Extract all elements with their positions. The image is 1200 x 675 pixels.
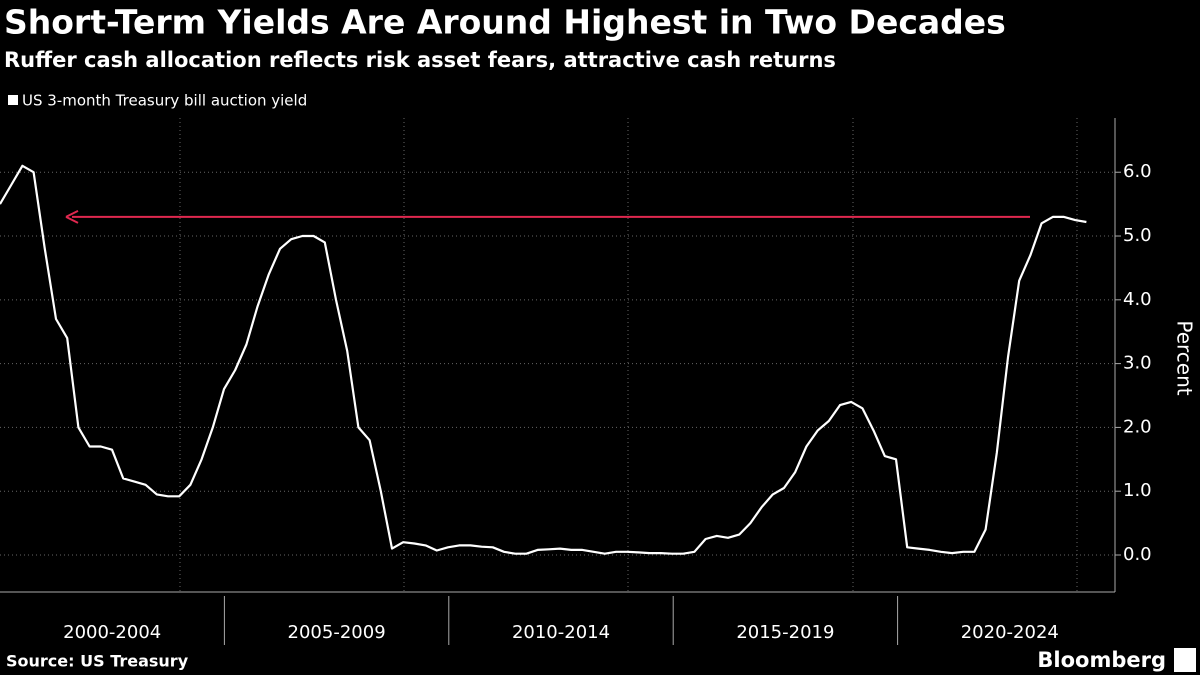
y-tick-label: 4.0 bbox=[1123, 289, 1152, 310]
chart-subtitle: Ruffer cash allocation reflects risk ass… bbox=[4, 48, 836, 72]
brand: Bloomberg bbox=[1037, 648, 1166, 672]
y-axis-label: Percent bbox=[1173, 320, 1197, 395]
x-group-label: 2015-2019 bbox=[736, 622, 834, 643]
source: Source: US Treasury bbox=[6, 652, 189, 671]
x-group-label: 2000-2004 bbox=[63, 622, 161, 643]
y-tick-label: 5.0 bbox=[1123, 225, 1152, 246]
legend-swatch bbox=[8, 95, 18, 105]
y-tick-label: 1.0 bbox=[1123, 480, 1152, 501]
legend-label: US 3-month Treasury bill auction yield bbox=[22, 92, 307, 110]
y-tick-label: 0.0 bbox=[1123, 544, 1152, 565]
x-group-label: 2010-2014 bbox=[512, 622, 610, 643]
y-tick-label: 3.0 bbox=[1123, 353, 1152, 374]
chart-title: Short-Term Yields Are Around Highest in … bbox=[4, 3, 1006, 42]
brand-icon bbox=[1174, 648, 1196, 672]
y-tick-label: 2.0 bbox=[1123, 416, 1152, 437]
series-line bbox=[0, 164, 1087, 555]
x-group-label: 2005-2009 bbox=[288, 622, 386, 643]
x-group-label: 2020-2024 bbox=[961, 622, 1059, 643]
y-tick-label: 6.0 bbox=[1123, 161, 1152, 182]
arrow-head bbox=[65, 209, 79, 224]
